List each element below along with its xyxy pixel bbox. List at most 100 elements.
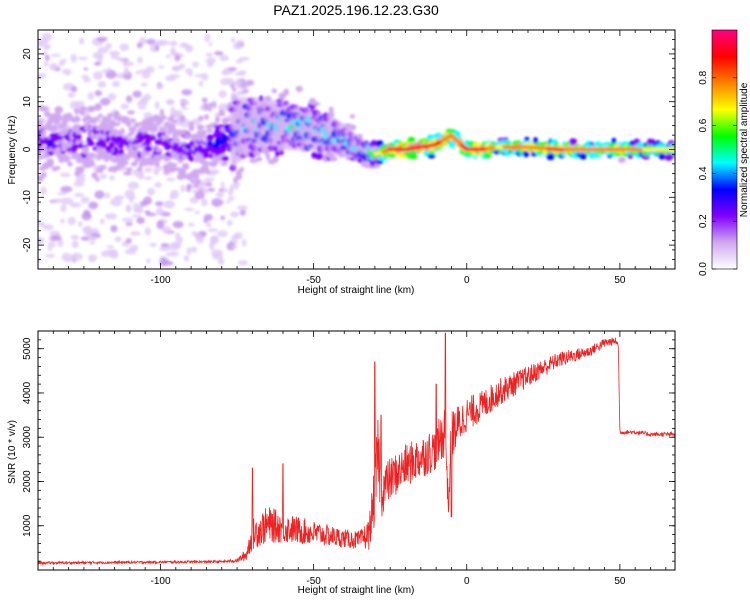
- spectral-blob: [126, 137, 135, 142]
- spectral-blob: [101, 250, 110, 258]
- spectral-blob: [144, 166, 153, 173]
- spectral-blob: [548, 153, 555, 158]
- spectral-blob: [69, 202, 82, 208]
- spectral-blob: [71, 240, 79, 249]
- spectral-blob: [186, 185, 192, 193]
- spectral-blob: [207, 102, 217, 107]
- spectral-blob: [136, 42, 143, 49]
- spectral-blob: [50, 235, 62, 241]
- spectral-blob: [221, 117, 231, 123]
- spectral-blob: [111, 128, 119, 137]
- spectral-blob: [178, 168, 187, 176]
- spectral-blob: [67, 92, 76, 98]
- spectral-blob: [87, 92, 95, 101]
- spectral-blob: [76, 166, 85, 174]
- spectral-blob: [80, 196, 90, 204]
- snr-y-label: SNR (10 * v/v): [7, 420, 18, 484]
- spectral-blob: [165, 54, 171, 59]
- spectral-blob: [43, 60, 49, 67]
- spectral-blob: [283, 88, 290, 96]
- spectral-blob: [314, 152, 324, 160]
- spectral-blob: [40, 171, 47, 179]
- spectral-blob: [148, 135, 157, 141]
- spectral-blob: [57, 239, 64, 248]
- spectral-blob: [226, 219, 233, 226]
- spectral-blob: [166, 177, 176, 182]
- spectral-blob: [146, 38, 156, 45]
- spectral-blob: [47, 247, 53, 251]
- spectral-blob: [155, 44, 160, 52]
- spectral-blob: [375, 159, 384, 165]
- spectral-blob: [95, 177, 100, 182]
- spectral-blob: [132, 90, 142, 98]
- x-tick-label: 50: [614, 576, 626, 587]
- spectral-blob: [176, 175, 185, 180]
- spectral-blob: [49, 230, 60, 236]
- spectral-blob: [156, 118, 164, 124]
- spectral-blob: [79, 106, 88, 111]
- spectral-blob: [220, 181, 225, 189]
- spectral-blob: [215, 115, 221, 124]
- spectral-blob: [144, 227, 152, 236]
- spectral-blob: [314, 101, 320, 107]
- spectral-blob: [201, 97, 208, 103]
- spectral-blob: [94, 190, 105, 200]
- x-tick-label: -50: [306, 275, 321, 286]
- spectral-blob: [174, 54, 181, 62]
- snr-x-ticks: -100 -50 0 50: [37, 331, 667, 587]
- spectral-blob: [195, 234, 204, 244]
- spectral-blob: [427, 154, 436, 159]
- spectral-blob: [191, 118, 202, 126]
- spectral-blob: [238, 70, 247, 76]
- spectral-blob: [97, 81, 107, 88]
- spectral-blob: [163, 200, 176, 209]
- colorbar-ticks: 0.0 0.2 0.4 0.6 0.8: [698, 70, 737, 276]
- spectral-blob: [108, 141, 115, 149]
- x-tick-label: -50: [306, 576, 321, 587]
- spectral-blob: [173, 136, 180, 144]
- spectral-blob: [129, 196, 134, 204]
- spectral-blob: [96, 36, 108, 42]
- spectral-blob: [185, 45, 194, 53]
- spectral-blob: [73, 115, 80, 121]
- spectral-blob: [110, 251, 119, 259]
- spectral-blob: [205, 168, 210, 175]
- snr-panel: -100 -50 0 50 1000 2000 3000 4000 5000 Height o…: [7, 330, 676, 596]
- spectral-blob: [169, 194, 176, 200]
- spectral-blob: [188, 72, 193, 77]
- spectral-blob: [113, 151, 119, 157]
- spectral-blob: [230, 211, 240, 218]
- spectral-blob: [237, 205, 248, 211]
- spectral-blob: [206, 129, 214, 133]
- spectral-blob: [146, 258, 151, 264]
- x-tick-label: -100: [150, 576, 170, 587]
- spectral-blob: [183, 255, 190, 262]
- spectral-blob: [221, 155, 229, 162]
- spectral-blob: [75, 176, 86, 183]
- spectral-blob: [203, 177, 215, 182]
- spectral-blob: [170, 47, 176, 55]
- spectral-blob: [170, 119, 178, 124]
- spectral-blob: [189, 196, 199, 204]
- spectral-blob: [40, 186, 47, 195]
- spectral-blob: [179, 114, 186, 123]
- spectral-blob: [65, 141, 75, 146]
- spectral-blob: [105, 192, 110, 199]
- spectral-blob: [160, 243, 170, 248]
- spectral-blob: [110, 119, 116, 125]
- spectral-blob: [106, 112, 114, 117]
- spectral-blob: [172, 65, 180, 72]
- spectral-blob: [191, 230, 197, 236]
- spectrogram-x-label: Height of straight line (km): [298, 285, 415, 296]
- spectral-blob: [204, 182, 213, 187]
- spectral-blob: [98, 164, 107, 170]
- spectral-blob: [99, 97, 111, 106]
- spectral-blob: [67, 161, 73, 167]
- spectral-blob: [272, 156, 279, 164]
- spectral-blob: [137, 173, 145, 180]
- spectral-blob: [207, 187, 216, 192]
- spectral-blob: [127, 110, 135, 115]
- spectral-blob: [198, 80, 204, 87]
- spectral-blob: [115, 135, 124, 143]
